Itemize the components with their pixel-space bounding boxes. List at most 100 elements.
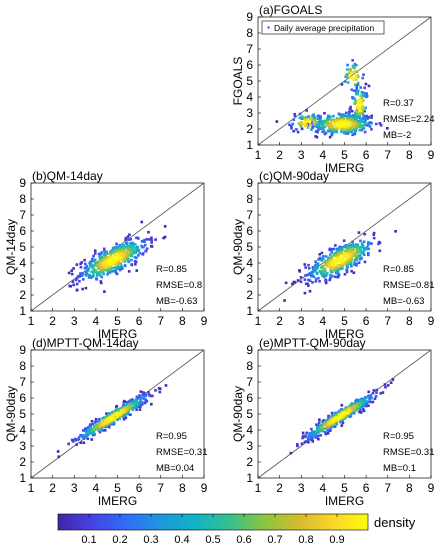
scatter-point	[358, 410, 361, 414]
scatter-point	[310, 434, 313, 437]
y-tick-label: 1	[246, 304, 253, 318]
y-tick-label: 8	[246, 26, 253, 40]
scatter-point	[348, 72, 351, 75]
scatter-point	[355, 262, 358, 266]
x-tick-label: 5	[114, 481, 121, 495]
scatter-point	[89, 424, 92, 428]
scatter-point	[304, 274, 307, 277]
scatter-point	[341, 267, 344, 270]
scatter-point	[122, 401, 126, 404]
scatter-point	[132, 401, 136, 404]
stat-label: R=0.95	[156, 431, 187, 442]
scatter-point	[131, 406, 134, 410]
scatter-point	[311, 270, 315, 273]
scatter-point	[305, 109, 308, 112]
scatter-point	[86, 269, 90, 272]
scatter-panel-2: 1 2 3 4 5 6 7 8 9123456789IMERGQM-14day(b)QM-14d…	[4, 169, 208, 341]
x-tick-label: 6	[363, 148, 370, 162]
scatter-point	[318, 428, 322, 432]
scatter-point	[114, 269, 117, 273]
scatter-point	[314, 264, 317, 268]
scatter-point	[381, 391, 385, 394]
y-tick-label: 2	[19, 455, 26, 469]
scatter-point	[314, 269, 317, 273]
scatter-point	[329, 429, 332, 432]
scatter-point	[360, 405, 363, 409]
scatter-point	[307, 440, 310, 444]
scatter-point	[362, 253, 366, 257]
x-axis-label: IMERG	[98, 494, 137, 508]
scatter-point	[308, 279, 312, 282]
scatter-point	[293, 114, 297, 118]
scatter-point	[315, 423, 318, 426]
scatter-point	[330, 133, 334, 137]
y-tick-label: 2	[246, 122, 253, 136]
scatter-point	[362, 73, 365, 76]
scatter-point	[103, 416, 106, 419]
scatter-point	[348, 257, 352, 261]
scatter-point	[332, 127, 336, 131]
scatter-point	[124, 236, 128, 240]
scatter-point	[304, 440, 308, 443]
scatter-point	[334, 265, 338, 268]
y-tick-label: 2	[246, 288, 253, 302]
scatter-point	[334, 244, 337, 247]
scatter-point	[336, 270, 340, 273]
scatter-point	[102, 249, 106, 252]
scatter-point	[330, 119, 333, 122]
scatter-point	[96, 264, 100, 267]
x-tick-label: 4	[93, 314, 100, 328]
scatter-point	[369, 400, 372, 404]
scatter-point	[164, 384, 168, 387]
scatter-point	[357, 261, 361, 265]
scatter-point	[323, 267, 327, 271]
scatter-point	[346, 121, 350, 125]
scatter-point	[318, 418, 321, 421]
scatter-point	[355, 399, 359, 403]
scatter-point	[326, 272, 329, 275]
scatter-point	[334, 271, 338, 275]
scatter-point	[319, 266, 323, 269]
scatter-point	[352, 406, 356, 409]
scatter-panel-3: 1 2 3 4 5 6 7 8 9123456789IMERGQM-90day(c)QM-90d…	[231, 169, 435, 341]
scatter-point	[329, 266, 333, 269]
scatter-point	[354, 74, 358, 78]
scatter-point	[367, 404, 370, 407]
x-axis-label: IMERG	[325, 161, 364, 175]
scatter-point	[142, 397, 146, 401]
scatter-point	[124, 245, 127, 249]
scatter-point	[364, 119, 367, 122]
scatter-point	[348, 123, 352, 127]
scatter-point	[102, 421, 106, 425]
legend-label: Daily average precipitation	[274, 23, 374, 33]
scatter-point	[361, 99, 365, 102]
scatter-point	[332, 247, 336, 251]
scatter-point	[92, 254, 95, 258]
x-tick-label: 2	[49, 314, 56, 328]
scatter-point	[100, 268, 104, 272]
y-tick-label: 9	[19, 343, 26, 357]
scatter-point	[342, 253, 345, 257]
scatter-point	[151, 394, 154, 398]
scatter-point	[326, 428, 330, 432]
scatter-point	[322, 129, 326, 133]
scatter-point	[314, 431, 318, 434]
scatter-point	[332, 114, 335, 118]
scatter-point	[326, 121, 329, 125]
colorbar-tick-label: 0.4	[174, 534, 189, 546]
scatter-point	[311, 440, 315, 443]
scatter-point	[334, 129, 338, 132]
y-tick-label: 7	[246, 375, 253, 389]
scatter-point	[356, 90, 359, 94]
scatter-point	[318, 425, 322, 428]
scatter-point	[320, 259, 323, 262]
scatter-point	[129, 406, 132, 409]
scatter-point	[115, 255, 119, 259]
scatter-point	[360, 128, 364, 132]
scatter-point	[346, 125, 350, 129]
scatter-point	[384, 385, 387, 389]
scatter-point	[349, 253, 352, 257]
scatter-point	[350, 269, 353, 273]
scatter-point	[366, 400, 369, 404]
scatter-point	[108, 417, 112, 421]
